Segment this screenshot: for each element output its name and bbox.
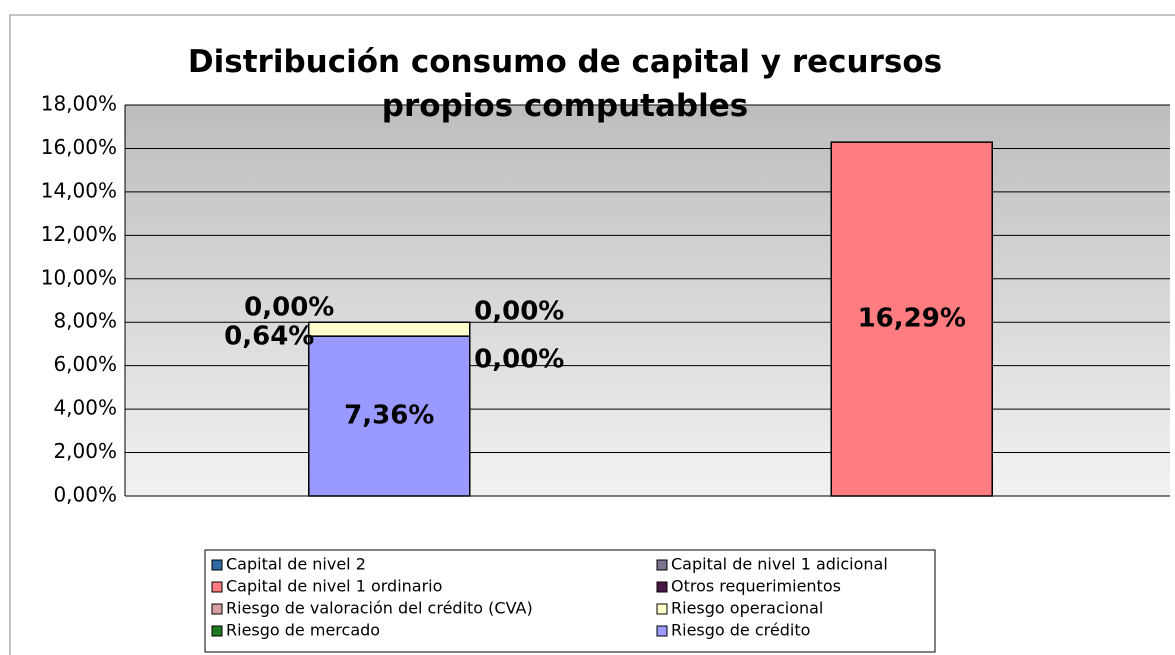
y-tick-label: 14,00%: [41, 178, 117, 202]
bar-segment: [308, 321, 471, 337]
legend-swatch: [656, 581, 668, 593]
legend-label: Riesgo operacional: [671, 599, 823, 618]
legend-swatch: [656, 603, 668, 615]
legend-swatch: [656, 559, 668, 571]
y-tick-label: 18,00%: [41, 92, 117, 116]
legend-swatch: [211, 625, 223, 637]
y-tick-label: 8,00%: [53, 309, 117, 333]
y-tick-label: 4,00%: [53, 396, 117, 420]
y-tick-label: 10,00%: [41, 265, 117, 289]
legend-label: Riesgo de mercado: [226, 621, 380, 640]
plot-area: [125, 105, 1170, 496]
data-label: 16,29%: [858, 304, 966, 334]
y-tick-label: 6,00%: [53, 352, 117, 376]
data-label: 0,00%: [244, 293, 334, 323]
legend-label: Riesgo de crédito: [671, 621, 810, 640]
chart-title: Distribución consumo de capital y recurs…: [187, 44, 943, 124]
data-label: 0,00%: [474, 297, 564, 327]
legend-swatch: [211, 603, 223, 615]
legend-box: [204, 549, 936, 653]
legend-label: Otros requerimientos: [671, 577, 841, 596]
bar-segment: [830, 141, 993, 497]
legend-swatch: [656, 625, 668, 637]
y-tick-label: 16,00%: [41, 135, 117, 159]
data-label: 0,00%: [474, 345, 564, 375]
legend-label: Capital de nivel 1 adicional: [671, 555, 888, 574]
y-tick-label: 0,00%: [53, 483, 117, 507]
legend-label: Riesgo de valoración del crédito (CVA): [226, 599, 533, 618]
bar-segment: [308, 335, 471, 497]
y-tick-label: 12,00%: [41, 222, 117, 246]
y-tick-label: 2,00%: [53, 439, 117, 463]
legend-label: Capital de nivel 1 ordinario: [226, 577, 442, 596]
legend-swatch: [211, 559, 223, 571]
legend-label: Capital de nivel 2: [226, 555, 366, 574]
data-label: 0,64%: [224, 322, 314, 352]
data-label: 7,36%: [344, 401, 434, 431]
legend-swatch: [211, 581, 223, 593]
